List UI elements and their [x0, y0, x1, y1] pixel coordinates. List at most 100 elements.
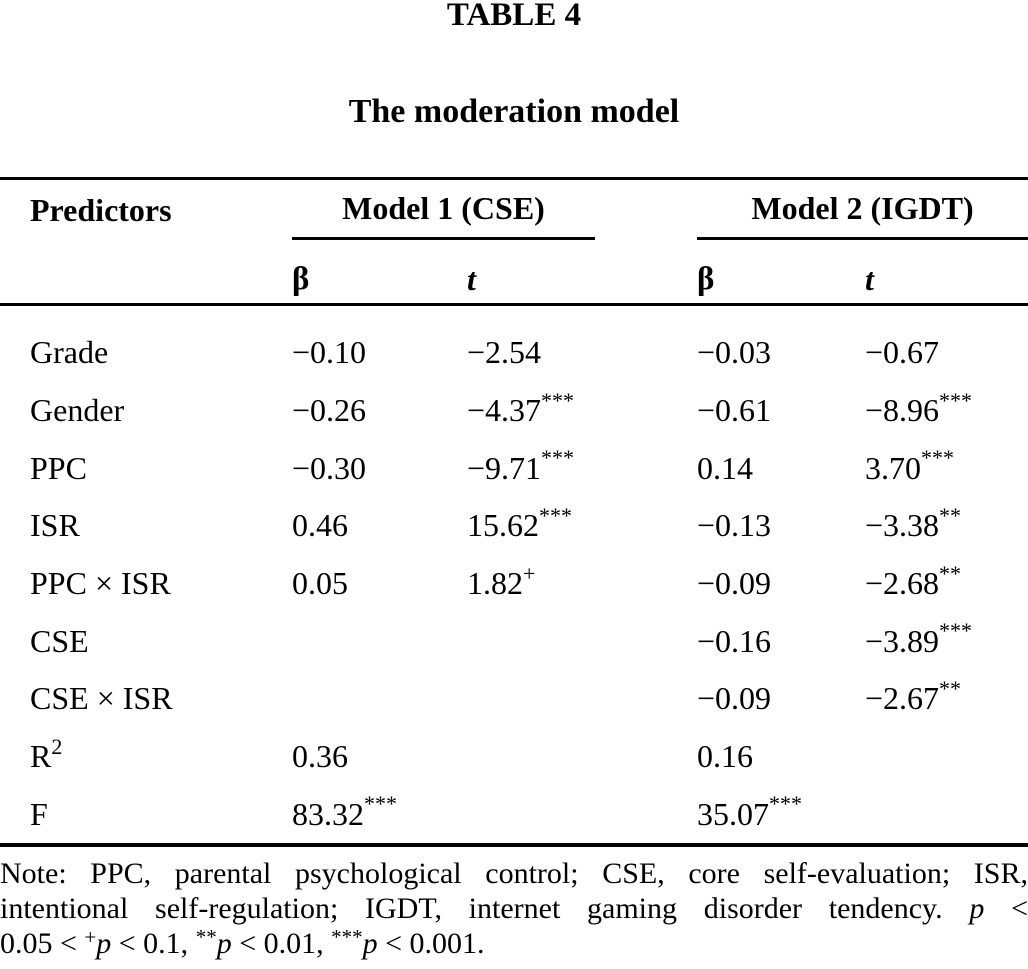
row-label-text: PPC: [30, 449, 87, 486]
row-label: PPC × ISR: [0, 555, 292, 613]
note-text: < 0.01,: [231, 927, 332, 960]
cell-value: 0.16: [697, 738, 753, 775]
row-label-text: F: [30, 795, 48, 832]
row-label: CSE: [0, 612, 292, 670]
cell: −3.89 ***: [865, 618, 973, 659]
row-label: Gender: [0, 382, 292, 440]
cell: −0.16: [697, 612, 865, 670]
column-header-t-model1: t: [467, 240, 697, 306]
note-sup-stars: **: [195, 925, 217, 949]
note-line-2: intentional self-regulation; IGDT, inter…: [0, 891, 1028, 926]
table-number: TABLE 4: [446, 0, 582, 33]
cell-value: 0.46: [292, 507, 348, 544]
cell-value: −2.68: [865, 565, 940, 602]
cell-value: −0.13: [697, 507, 772, 544]
cell: [292, 670, 467, 728]
table-note: Note: PPC, parental psychological contro…: [0, 856, 1028, 961]
row-label: ISR: [0, 497, 292, 555]
row-label-text: Gender: [30, 392, 125, 429]
cell: 35.07 ***: [697, 791, 802, 832]
column-header-predictors: Predictors: [0, 180, 292, 240]
note-text: <: [984, 892, 1028, 925]
cell: [865, 728, 1028, 786]
note-text: 0.05 <: [0, 927, 85, 960]
cell-value: −0.09: [697, 680, 772, 717]
column-group-model1: Model 1 (CSE): [292, 180, 697, 240]
row-label: F: [0, 786, 292, 844]
cell: 1.82 +: [467, 560, 536, 602]
cell: [467, 670, 697, 728]
cell: −0.61: [697, 382, 865, 440]
cell-value: 0.05: [292, 565, 348, 602]
cell-value: −0.26: [292, 392, 367, 429]
cell: −4.37 ***: [467, 387, 575, 429]
note-p-italic: p: [216, 927, 232, 960]
beta-label: β: [697, 261, 715, 297]
model1-label: Model 1 (CSE): [342, 190, 545, 226]
table-title: The moderation model: [348, 93, 680, 130]
cell: 3.70 ***: [865, 445, 954, 486]
cell: 0.05: [292, 555, 467, 613]
model1-header-rule: Model 1 (CSE): [292, 180, 595, 240]
cell-value: 83.32: [292, 795, 364, 832]
model2-label: Model 2 (IGDT): [751, 190, 974, 226]
cell-value: 0.36: [292, 738, 348, 775]
note-text: intentional self-regulation; IGDT, inter…: [0, 892, 970, 925]
cell-value: −9.71: [467, 449, 542, 486]
row-label-text: PPC × ISR: [30, 565, 171, 602]
beta-label: β: [292, 261, 310, 297]
row-label-text: ISR: [30, 507, 80, 544]
t-label: t: [467, 261, 476, 297]
row-label: Grade: [0, 324, 292, 382]
cell: 0.16: [697, 728, 865, 786]
note-line-1: Note: PPC, parental psychological contro…: [0, 857, 1028, 890]
cell: [467, 728, 697, 786]
predictors-label: Predictors: [30, 191, 172, 228]
note-text: < 0.001.: [377, 927, 485, 960]
model2-header-rule: Model 2 (IGDT): [697, 180, 1028, 240]
cell-value: −0.61: [697, 392, 772, 429]
cell-value: −0.67: [865, 334, 940, 371]
cell: −3.38 **: [865, 502, 962, 544]
row-label-text: R: [30, 738, 52, 775]
cell: −2.54: [467, 324, 697, 382]
cell: −0.67: [865, 324, 1028, 382]
column-header-beta-model1: β: [292, 240, 467, 306]
cell-value: −0.09: [697, 565, 772, 602]
row-label: CSE × ISR: [0, 670, 292, 728]
cell-value: −2.67: [865, 680, 940, 717]
header-empty-cell: [0, 240, 292, 306]
column-header-beta-model2: β: [697, 240, 865, 306]
cell: −8.96 ***: [865, 387, 973, 429]
cell-value: −4.37: [467, 392, 542, 429]
cell: −0.03: [697, 324, 865, 382]
table-grid: Predictors Model 1 (CSE) Model 2 (IGDT) …: [0, 177, 1028, 848]
cell-value: −0.03: [697, 334, 772, 371]
cell-value: −0.10: [292, 334, 367, 371]
note-sup-stars: ***: [331, 925, 363, 949]
row-label: PPC: [0, 439, 292, 497]
cell-value: −3.89: [865, 622, 940, 659]
cell: 15.62 ***: [467, 502, 572, 544]
cell: −0.13: [697, 497, 865, 555]
note-line-3: 0.05 < +p < 0.1, **p < 0.01, ***p < 0.00…: [0, 926, 1028, 961]
cell-value: −8.96: [865, 392, 940, 429]
cell-value: −2.54: [467, 334, 542, 371]
cell: −0.10: [292, 324, 467, 382]
row-label-text: Grade: [30, 334, 109, 371]
cell: 0.36: [292, 728, 467, 786]
cell: −0.30: [292, 439, 467, 497]
cell: [467, 786, 697, 844]
note-sup-plus: +: [84, 925, 97, 949]
cell-value: 1.82: [467, 565, 523, 602]
cell-value: −0.30: [292, 449, 367, 486]
cell: [865, 786, 1028, 844]
note-p-italic: p: [969, 892, 985, 925]
cell: 83.32 ***: [292, 791, 397, 832]
row-label-text: CSE × ISR: [30, 680, 173, 717]
row-label-text: CSE: [30, 622, 89, 659]
cell: −2.67 **: [865, 675, 962, 717]
cell-value: 3.70: [865, 449, 921, 486]
moderation-table: Predictors Model 1 (CSE) Model 2 (IGDT) …: [0, 177, 1028, 848]
cell-value: −0.16: [697, 622, 772, 659]
